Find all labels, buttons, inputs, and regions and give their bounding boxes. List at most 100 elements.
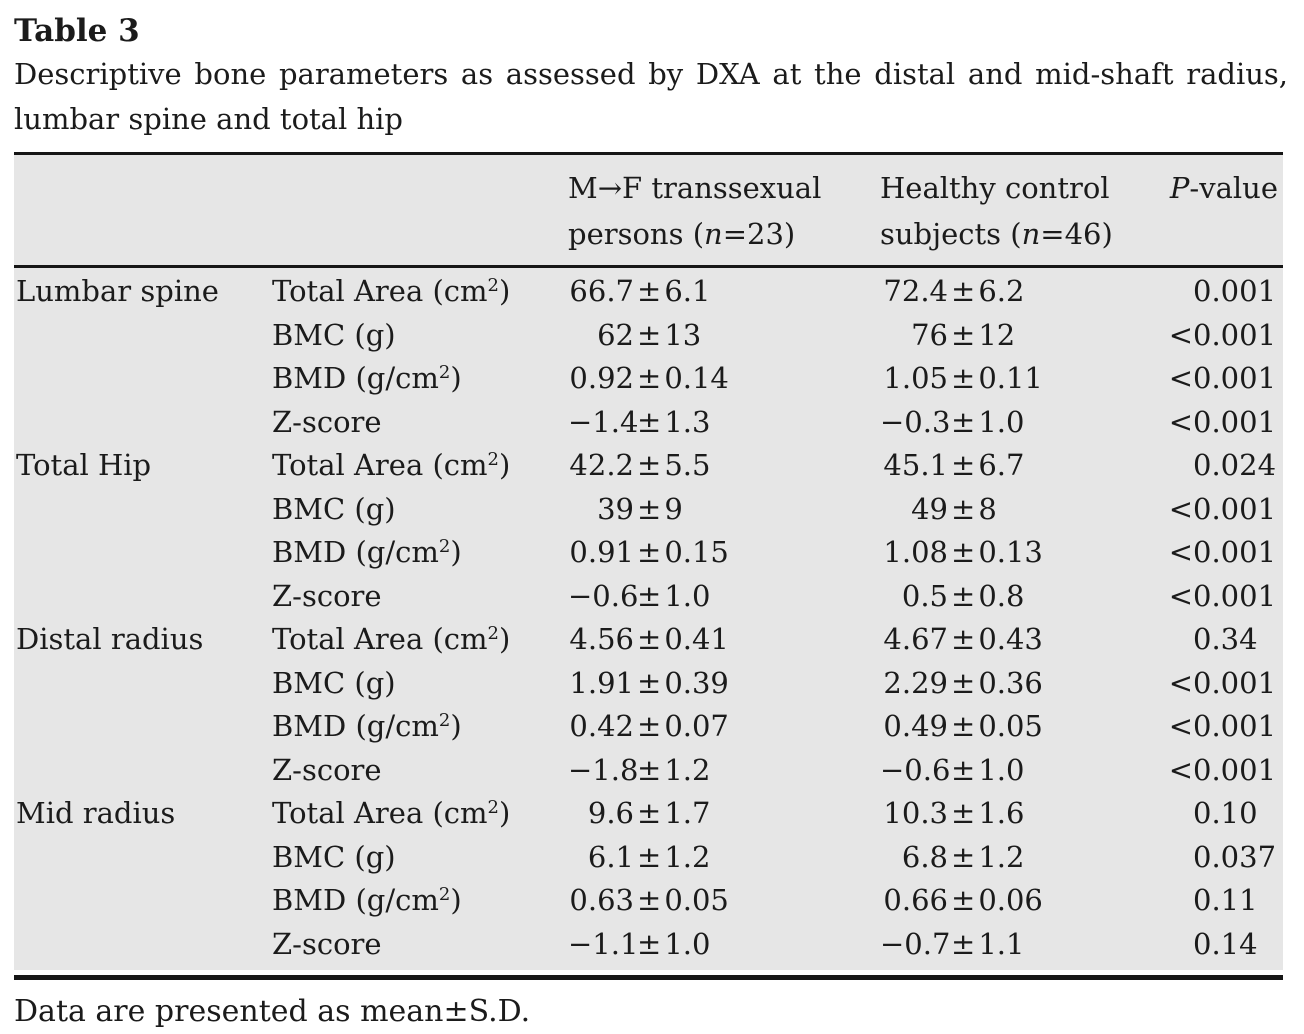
p-value: 0.11: [1193, 883, 1258, 917]
parameter-superscript: 2: [487, 797, 499, 819]
value-sd: 0.43: [978, 622, 1043, 656]
p-less-than-sign: [1150, 923, 1193, 971]
value-mean: 0.66: [883, 883, 948, 917]
row-group-label: Distal radius: [16, 622, 204, 656]
parameter-text: BMC (g): [272, 839, 396, 874]
transsexual-value-cell: 6.1 ±1.2: [568, 836, 880, 884]
table-header-row: M→F transsexual persons (n=23) Healthy c…: [14, 155, 1283, 265]
table-row: BMC (g) 1.91 ±0.39 2.29 ±0.36 <0.001: [14, 662, 1283, 706]
p-value: 0.34: [1193, 622, 1258, 656]
header-transsexual-line1: M→F transsexual: [568, 171, 822, 205]
value-sd: 9: [664, 491, 683, 526]
control-value-cell: 1.05 ±0.11: [880, 357, 1150, 405]
row-parameter-label: BMC (g): [272, 836, 568, 884]
parameter-text: Z-score: [272, 752, 382, 787]
parameter-text-post: ): [498, 796, 511, 830]
p-value-cell: 0.001: [1150, 270, 1283, 318]
plus-minus-symbol: ±: [951, 622, 976, 656]
value-mean: 1.08: [883, 535, 948, 569]
parameter-text-post: ): [498, 448, 511, 482]
table-row: Z-score −0.6 ±1.0 0.5 ±0.8 <0.001: [14, 575, 1283, 619]
plus-minus-symbol: ±: [637, 361, 662, 395]
row-group-label-empty: [14, 879, 272, 927]
plus-minus-symbol: ±: [637, 752, 662, 787]
header-transsexual-column: M→F transsexual persons (n=23): [568, 165, 880, 257]
parameter-superscript: 2: [487, 449, 499, 471]
value-sd: 0.05: [664, 883, 729, 917]
value-sd: 6.1: [664, 274, 711, 308]
control-value-cell: 45.1 ±6.7: [880, 444, 1150, 492]
data-table: M→F transsexual persons (n=23) Healthy c…: [14, 152, 1283, 980]
row-group-label: Mid radius: [16, 796, 176, 830]
value-mean: 0.91: [569, 535, 634, 569]
value-sd: 6.2: [978, 274, 1025, 308]
value-sd: 1.6: [978, 796, 1025, 830]
parameter-text-post: ): [498, 274, 511, 308]
p-value: 0.001: [1193, 752, 1277, 787]
value-mean: −1.1: [568, 926, 639, 961]
plus-minus-symbol: ±: [637, 274, 662, 308]
p-value: 0.001: [1193, 361, 1277, 395]
parameter-text-post: ): [450, 535, 462, 569]
p-value-cell: 0.037: [1150, 836, 1283, 884]
n-symbol: n: [1021, 217, 1041, 251]
value-mean: 6.8: [901, 839, 948, 874]
transsexual-value-cell: −1.1 ±1.0: [568, 923, 880, 971]
p-less-than-sign: <: [1168, 535, 1193, 569]
control-value-cell: −0.3 ±1.0: [880, 401, 1150, 449]
plus-minus-symbol: ±: [637, 665, 662, 700]
caption-line-2: lumbar spine and total hip: [14, 102, 403, 136]
transsexual-value-cell: 39 ±9: [568, 488, 880, 536]
p-less-than-sign: <: [1168, 361, 1193, 395]
value-sd: 0.15: [664, 535, 729, 569]
parameter-text: BMD (g/cm: [272, 883, 439, 917]
parameter-superscript: 2: [487, 623, 499, 645]
p-value-cell: <0.001: [1150, 575, 1283, 623]
header-text: subjects (: [880, 217, 1022, 251]
parameter-superscript: 2: [487, 275, 499, 297]
value-mean: 66.7: [569, 274, 634, 308]
table-row: Total Hip Total Area (cm2) 42.2 ±5.5 45.1 ±6.…: [14, 444, 1283, 488]
p-less-than-sign: [1150, 618, 1193, 666]
value-mean: 2.29: [883, 665, 948, 700]
header-group-column-empty: [14, 165, 272, 257]
value-sd: 1.7: [664, 796, 711, 830]
value-mean: −0.6: [880, 752, 951, 787]
p-value: 0.001: [1193, 709, 1277, 743]
p-value-cell: <0.001: [1150, 488, 1283, 536]
control-value-cell: −0.6 ±1.0: [880, 749, 1150, 797]
control-value-cell: 6.8 ±1.2: [880, 836, 1150, 884]
n-symbol: n: [704, 217, 723, 251]
table-row: BMC (g) 62 ±13 76 ±12 <0.001: [14, 314, 1283, 358]
header-text: -value: [1189, 171, 1278, 205]
parameter-text-post: ): [450, 709, 462, 743]
parameter-text: BMD (g/cm: [272, 361, 439, 395]
table-bottom-gap: [14, 970, 1283, 975]
p-value: 0.001: [1193, 578, 1277, 613]
value-sd: 0.07: [664, 709, 729, 743]
header-control-line1: Healthy control: [880, 171, 1110, 205]
row-parameter-label: BMD (g/cm2): [272, 705, 568, 753]
plus-minus-symbol: ±: [951, 709, 976, 743]
plus-minus-symbol: ±: [637, 535, 662, 569]
row-parameter-label: Z-score: [272, 575, 568, 623]
value-sd: 0.8: [978, 578, 1025, 613]
parameter-text: Total Area (cm: [272, 448, 488, 482]
transsexual-value-cell: 0.91 ±0.15: [568, 531, 880, 579]
transsexual-value-cell: 0.63 ±0.05: [568, 879, 880, 927]
value-sd: 0.06: [978, 883, 1043, 917]
value-sd: 0.11: [978, 361, 1043, 395]
plus-minus-symbol: ±: [951, 361, 976, 395]
header-text: =46): [1040, 217, 1113, 251]
p-less-than-sign: [1150, 270, 1193, 318]
plus-minus-symbol: ±: [951, 317, 976, 352]
table-footnote: Data are presented as mean±S.D.: [14, 994, 531, 1029]
value-mean: 0.49: [883, 709, 948, 743]
row-group-label-empty: [14, 575, 272, 623]
p-less-than-sign: <: [1168, 317, 1193, 352]
plus-minus-symbol: ±: [951, 578, 976, 613]
table-row: BMD (g/cm2) 0.92 ±0.14 1.05 ±0.11 <0.001: [14, 357, 1283, 401]
row-parameter-label: BMC (g): [272, 314, 568, 362]
parameter-text: BMC (g): [272, 317, 396, 352]
parameter-text: Total Area (cm: [272, 796, 488, 830]
